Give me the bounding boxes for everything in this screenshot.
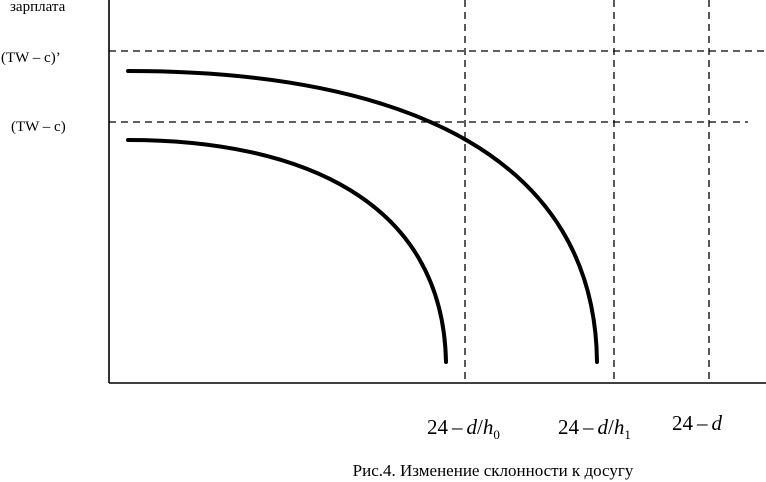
x-mark-h0: 24– d/h0 <box>427 415 500 442</box>
level-high-label: (TW – c)’ <box>1 50 61 66</box>
x-mark-d: 24– d <box>672 411 723 435</box>
upper-curve <box>126 69 599 364</box>
lower-curve <box>126 138 448 364</box>
figure-caption: Рис.4. Изменение склонности к досугу <box>353 461 634 480</box>
level-low-label: (TW – c) <box>11 119 66 135</box>
x-mark-h1: 24– d/h1 <box>558 415 631 442</box>
y-axis-label: зарплата <box>10 0 66 15</box>
